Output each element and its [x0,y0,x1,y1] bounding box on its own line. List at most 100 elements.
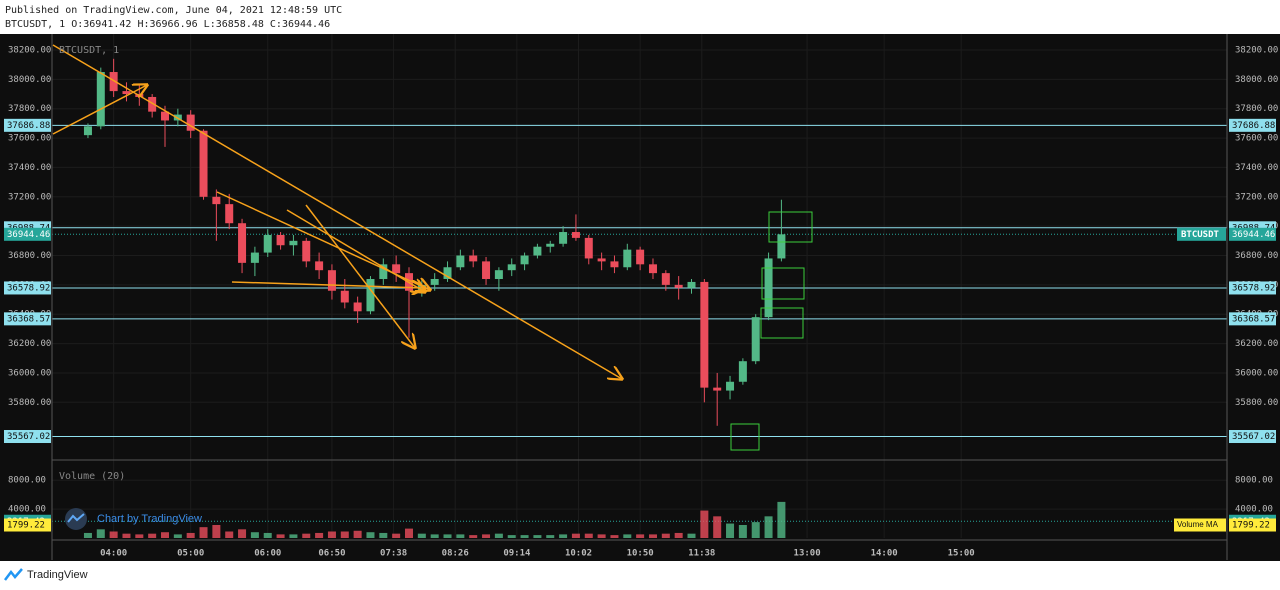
price-tag: 1799.22 [7,521,45,531]
volume-bar [494,533,503,538]
y-tick-label: 37400.00 [1235,163,1278,173]
x-tick-label: 11:38 [688,549,715,559]
drawings [52,44,622,379]
volume-bar [584,533,593,538]
price-tag-box [4,118,51,132]
candle-body [392,264,401,274]
arrow [52,85,147,135]
volume-bar [212,525,221,538]
candle-body [186,114,195,131]
y-tick-label: 36800.00 [8,251,51,261]
volume-bar [469,535,478,538]
footer: TradingView [4,568,88,581]
candle-body [751,317,760,362]
x-tick-label: 06:50 [318,549,345,559]
y-tick-label: 36000.00 [1235,368,1278,378]
volume-bar [777,501,786,538]
volume-bar [738,525,747,538]
volume-bar [430,534,439,538]
candle-body [366,279,375,312]
volume-bar [366,532,375,538]
price-tag-box [1229,430,1276,444]
x-tick-label: 10:02 [565,549,592,559]
volume-bar [546,535,555,538]
volume-bar [559,534,568,538]
x-tick-label: 15:00 [948,549,975,559]
volume-bar [648,534,657,538]
y-tick-label: 37400.00 [8,163,51,173]
volume-bar [713,516,722,538]
watermark-logo [67,513,85,523]
ma-tag-box [1174,518,1226,532]
volume-bar [661,533,670,538]
candle-body [109,72,118,92]
candle-body [533,246,542,256]
volume-bar [623,534,632,538]
volume-bar [751,522,760,538]
volume-bar [225,531,234,538]
candle-body [738,361,747,382]
candle-body [726,381,735,391]
candle-body [379,264,388,280]
candle-body [225,204,234,224]
candle-body [199,130,208,197]
x-tick-label: 14:00 [871,549,898,559]
x-tick-label: 05:00 [177,549,204,559]
volume-bar [327,531,336,538]
price-tag-box [1229,312,1276,326]
candle-body [250,252,259,263]
x-tick-label: 06:00 [254,549,281,559]
watermark-text: Chart by TradingView [97,513,202,525]
candle-body [571,232,580,238]
candle-body [597,258,606,262]
price-tag-box [1229,518,1276,532]
candle-body [443,267,452,280]
candle-body [546,243,555,247]
volume-bar [135,534,144,538]
volume-bar [148,533,157,538]
x-tick-label: 04:00 [100,549,127,559]
price-tag-box [1229,118,1276,132]
candle-body [122,91,131,95]
candle-body [520,255,529,265]
candle-body [161,111,170,121]
volume-bar [507,535,516,538]
candle-body [430,279,439,285]
y-tick-label: 8000.00 [1235,476,1273,486]
candle-body [674,284,683,288]
price-tag: 35567.02 [1232,432,1275,442]
arrow [305,204,415,348]
price-tag-box [1229,281,1276,295]
volume-bar [636,534,645,538]
candle-body [302,240,311,262]
volume-bar [482,534,491,538]
volume-bar [571,533,580,538]
price-tag-box [4,312,51,326]
candle-body [661,273,670,285]
candle-body [340,290,349,303]
volume-bar [417,533,426,538]
candle-body [212,196,221,205]
y-tick-label: 37600.00 [1235,134,1278,144]
box [760,307,804,339]
y-tick-label: 36000.00 [8,368,51,378]
candle-body [315,261,324,271]
y-tick-label: 37200.00 [1235,192,1278,202]
volume-bar [250,532,259,538]
x-tick-label: 13:00 [794,549,821,559]
arrow [52,44,622,379]
ma-tag: Volume MA [1177,520,1219,529]
volume-bar [404,528,413,538]
price-tag: 36368.57 [1232,314,1275,324]
volume-bar [597,534,606,538]
y-tick-label: 4000.00 [1235,505,1273,515]
y-tick-label: 36800.00 [1235,251,1278,261]
candle-body [584,237,593,259]
volume-bar [315,532,324,538]
candle-body [494,270,503,280]
price-tag: 36944.46 [7,230,50,240]
y-tick-label: 38200.00 [1235,46,1278,56]
price-tag-box [4,518,51,532]
candle-body [636,249,645,265]
